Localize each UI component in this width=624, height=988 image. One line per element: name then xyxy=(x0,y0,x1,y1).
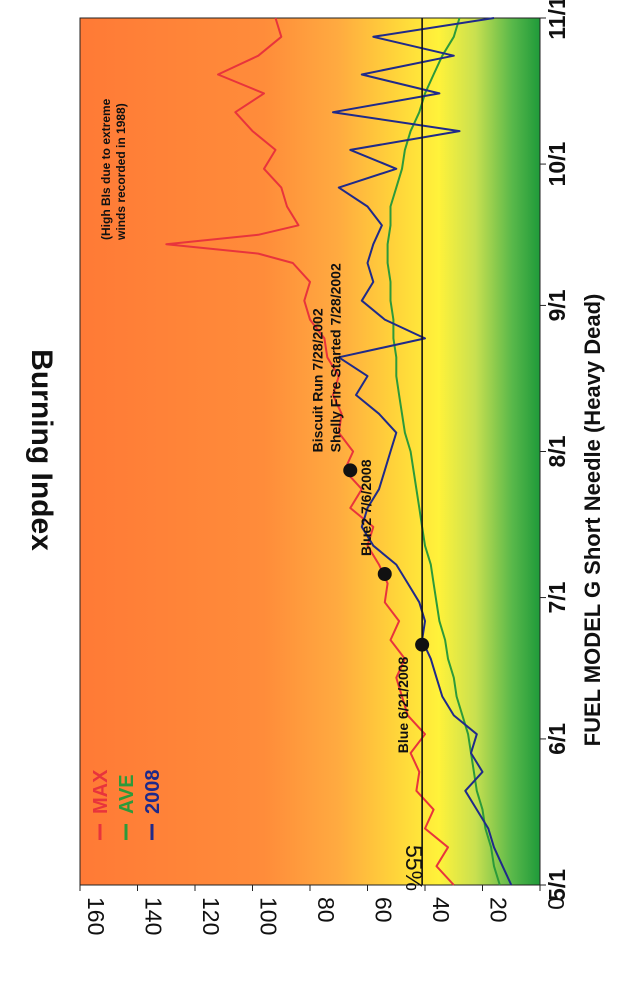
legend-label-group: 2008 xyxy=(142,770,164,815)
series-line-ave xyxy=(386,17,501,886)
x-tick-label: 7/1 xyxy=(544,581,570,613)
x-tick-label: 10/1 xyxy=(544,141,570,186)
y-tick-label-group: 120 xyxy=(198,897,224,935)
legend-label: 2008 xyxy=(142,770,164,815)
y-tick-label-group: 100 xyxy=(256,897,282,935)
x-axis-title: FUEL MODEL G Short Needle (Heavy Dead) xyxy=(580,294,605,747)
fire-point xyxy=(415,637,430,652)
y-tick-label-group: 60 xyxy=(371,897,397,923)
fire-point-label: Blue2 7/6/2008 xyxy=(358,459,374,556)
y-tick-label-group: 160 xyxy=(83,897,109,935)
series-line-max xyxy=(165,17,455,886)
x-tick-label: 11/1 xyxy=(544,0,570,40)
x-tick-label-group: 11/1 xyxy=(544,0,570,40)
fire-point xyxy=(343,463,358,478)
fire-point-label: Biscuit Run 7/28/2002 xyxy=(309,308,325,452)
y-tick-label-group: 20 xyxy=(486,897,512,923)
legend-label-group: AVE xyxy=(116,774,138,814)
threshold-label-group: 55% xyxy=(401,845,427,891)
y-tick-label: 60 xyxy=(371,897,397,923)
x-tick-label-group: 8/1 xyxy=(544,435,570,467)
y-tick-label: 140 xyxy=(141,897,167,935)
annotation-line-1: (High BIs due to extreme xyxy=(99,98,113,240)
x-tick-label-group: 5/1 xyxy=(544,869,570,901)
threshold-label: 55% xyxy=(401,845,427,891)
x-tick-label: 5/1 xyxy=(544,869,570,901)
x-tick-label: 6/1 xyxy=(544,723,570,755)
fire-point-label-group: Blue2 7/6/2008 xyxy=(358,459,374,556)
x-tick-label-group: 10/1 xyxy=(544,141,570,186)
x-tick-label-group: 9/1 xyxy=(544,289,570,321)
y-tick-label-group: 0 xyxy=(543,897,569,910)
y-tick-label: 0 xyxy=(543,897,569,910)
y-tick-label: 120 xyxy=(198,897,224,935)
legend-label: AVE xyxy=(116,774,138,814)
fire-point-label: Blue 6/21/2008 xyxy=(395,656,411,753)
series-line-2008 xyxy=(332,17,513,886)
fire-point-label-group: Blue 6/21/2008 xyxy=(395,656,411,753)
fire-point xyxy=(377,567,392,582)
annotation-group-text: (High BIs due to extreme winds recorded i… xyxy=(99,98,128,241)
legend: MAX AVE 2008 xyxy=(90,769,164,840)
legend-label-group: MAX xyxy=(90,769,112,814)
y-tick-label: 40 xyxy=(428,897,454,923)
fire-point-label-2: Shelly Fire Started 7/28/2002 xyxy=(327,263,343,452)
annotation-line-2: winds recorded in 1988) xyxy=(114,103,128,241)
x-tick-label: 8/1 xyxy=(544,435,570,467)
fire-point-label-group: Biscuit Run 7/28/2002 Shelly Fire Started… xyxy=(309,263,343,452)
y-tick-label-group: 140 xyxy=(141,897,167,935)
y-tick-label-group: 80 xyxy=(313,897,339,923)
x-tick-label-group: 6/1 xyxy=(544,723,570,755)
plot-background xyxy=(79,17,541,886)
y-tick-label: 20 xyxy=(486,897,512,923)
y-tick-label: 80 xyxy=(313,897,339,923)
x-tick-label: 9/1 xyxy=(544,289,570,321)
y-tick-label: 160 xyxy=(83,897,109,935)
y-axis-title: Burning Index xyxy=(25,349,58,551)
x-tick-label-group: 7/1 xyxy=(544,581,570,613)
y-tick-label-group: 40 xyxy=(428,897,454,923)
legend-label: MAX xyxy=(90,769,112,814)
y-tick-label: 100 xyxy=(256,897,282,935)
